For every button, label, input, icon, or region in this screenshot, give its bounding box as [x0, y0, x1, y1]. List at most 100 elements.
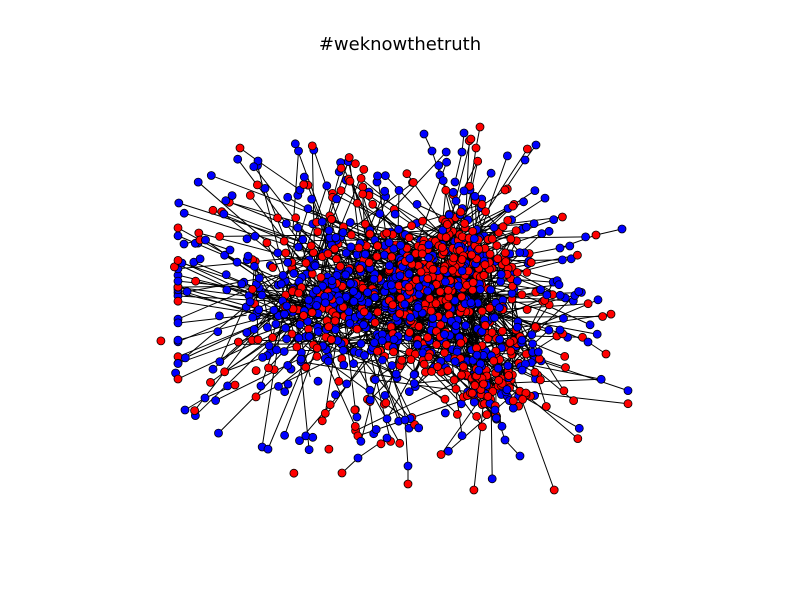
graph-node-blue — [387, 361, 397, 370]
graph-node-red — [403, 479, 413, 489]
graph-node-blue — [276, 279, 286, 289]
graph-node-blue — [413, 340, 423, 350]
graph-node-red — [336, 186, 346, 196]
graph-node-blue — [289, 269, 299, 278]
graph-node-red — [233, 337, 243, 347]
graph-node-red — [330, 316, 340, 326]
graph-node-red — [359, 307, 369, 317]
graph-node-blue — [440, 329, 449, 339]
graph-node-blue — [554, 280, 564, 290]
graph-node-blue — [356, 436, 366, 446]
graph-node-red — [439, 348, 449, 358]
graph-node-blue — [332, 194, 342, 204]
graph-node-red — [457, 255, 467, 264]
graph-node-blue — [596, 374, 606, 384]
graph-node-blue — [515, 451, 525, 461]
graph-edge — [194, 299, 281, 411]
graph-node-red — [569, 396, 578, 406]
graph-node-blue — [513, 322, 522, 332]
graph-node-blue — [248, 312, 258, 322]
graph-node-blue — [320, 298, 330, 308]
graph-node-blue — [384, 238, 394, 248]
graph-node-blue — [294, 146, 303, 156]
graph-node-blue — [450, 177, 460, 187]
graph-node-blue — [221, 270, 231, 280]
graph-node-red — [251, 366, 261, 376]
graph-node-red — [417, 249, 427, 259]
graph-node-blue — [369, 274, 379, 284]
graph-node-red — [443, 301, 453, 311]
graph-node-blue — [290, 139, 300, 149]
graph-node-blue — [256, 381, 266, 391]
graph-node-blue — [303, 316, 313, 326]
graph-node-blue — [283, 258, 293, 267]
graph-node-blue — [502, 385, 512, 395]
graph-node-red — [477, 422, 487, 432]
graph-node-red — [268, 263, 278, 272]
graph-node-blue — [502, 151, 512, 161]
graph-node-red — [468, 226, 478, 236]
graph-node-red — [482, 410, 492, 420]
graph-node-blue — [389, 335, 399, 344]
graph-node-blue — [459, 128, 469, 138]
graph-node-blue — [459, 186, 469, 196]
graph-node-red — [449, 253, 459, 263]
graph-node-blue — [400, 299, 410, 309]
graph-node-red — [356, 173, 366, 183]
graph-node-red — [334, 376, 344, 386]
graph-node-red — [360, 219, 370, 229]
graph-node-blue — [342, 379, 352, 389]
graph-node-blue — [283, 379, 293, 389]
graph-node-blue — [409, 370, 419, 380]
graph-node-red — [436, 320, 446, 330]
graph-node-red — [215, 231, 225, 241]
graph-node-blue — [396, 240, 406, 250]
graph-node-blue — [215, 357, 225, 367]
graph-node-red — [573, 434, 583, 444]
graph-node-blue — [227, 191, 237, 201]
graph-node-blue — [233, 154, 243, 164]
graph-node-red — [472, 411, 482, 421]
graph-node-blue — [440, 408, 450, 418]
graph-node-blue — [559, 313, 568, 323]
graph-node-red — [560, 351, 570, 361]
graph-node-blue — [513, 276, 522, 286]
graph-node-red — [368, 199, 378, 209]
graph-node-red — [522, 305, 532, 314]
graph-node-blue — [500, 435, 510, 445]
graph-node-red — [307, 308, 317, 318]
graph-node-red — [423, 332, 433, 342]
graph-node-blue — [211, 396, 221, 405]
graph-node-red — [573, 250, 582, 260]
graph-node-blue — [475, 285, 485, 294]
graph-node-blue — [623, 386, 633, 396]
graph-node-red — [208, 205, 218, 215]
graph-node-red — [373, 307, 383, 317]
graph-edge — [300, 361, 398, 379]
graph-node-red — [451, 384, 461, 394]
graph-node-red — [487, 328, 497, 337]
graph-node-red — [470, 380, 480, 390]
graph-node-blue — [496, 277, 506, 287]
graph-edge — [297, 227, 327, 253]
graph-node-blue — [371, 424, 381, 434]
graph-node-blue — [493, 363, 503, 373]
graph-node-blue — [264, 341, 274, 351]
graph-node-blue — [220, 250, 230, 260]
graph-node-blue — [260, 183, 270, 193]
graph-node-red — [253, 335, 263, 345]
graph-node-blue — [280, 430, 290, 440]
graph-node-blue — [335, 296, 345, 306]
graph-node-blue — [173, 231, 183, 241]
graph-node-red — [408, 177, 418, 187]
graph-node-blue — [324, 226, 334, 235]
graph-node-blue — [544, 325, 554, 335]
graph-node-blue — [412, 199, 422, 209]
graph-node-blue — [263, 444, 273, 454]
graph-node-red — [431, 299, 441, 309]
graph-node-red — [448, 265, 457, 275]
graph-node-red — [416, 267, 426, 277]
graph-node-blue — [494, 303, 504, 313]
